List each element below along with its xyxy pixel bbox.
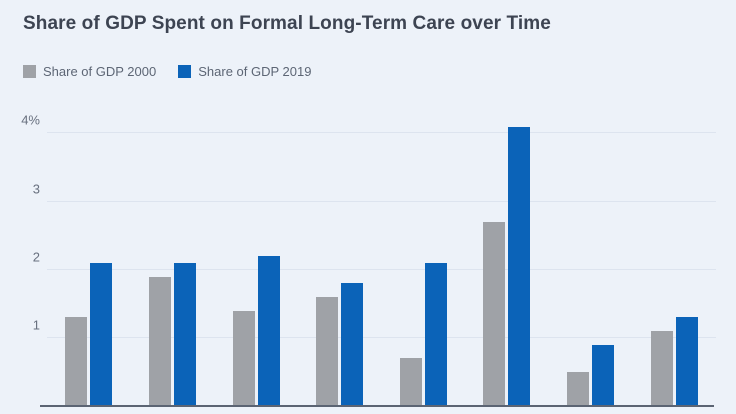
bar-group-2 [131,113,215,406]
bar-group-1 [47,113,131,406]
bar-group-4 [298,113,382,406]
legend-item-gdp-2019: Share of GDP 2019 [178,64,311,79]
bar-group-3 [214,113,298,406]
bar-series-2000-group1 [65,317,88,406]
x-axis-line [40,405,714,407]
gridline-3 [47,200,716,202]
bar-series-2019-group3 [257,256,280,406]
bar-series-2000-group4 [316,296,339,406]
y-tick-label-2: 2 [32,249,40,265]
y-tick-label-4: 4% [21,112,40,128]
bar-series-2019-group1 [90,262,113,406]
gridline-2 [47,268,716,270]
bar-series-2000-group5 [399,358,422,406]
bar-group-7 [549,113,633,406]
bar-series-2000-group6 [483,222,506,406]
bar-series-2000-group7 [567,371,590,406]
y-tick-label-1: 1 [32,317,40,333]
chart-legend: Share of GDP 2000 Share of GDP 2019 [23,64,311,79]
chart-title: Share of GDP Spent on Formal Long-Term C… [23,13,551,34]
bar-series-2019-group2 [173,262,196,406]
bar-series-2000-group8 [650,331,673,406]
legend-label-gdp-2000: Share of GDP 2000 [43,64,157,79]
bar-group-5 [382,113,466,406]
bar-series-2000-group2 [148,276,171,406]
bar-group-8 [632,113,716,406]
y-tick-label-3: 3 [32,181,40,197]
bar-series-2019-group5 [424,262,447,406]
gridline-4 [47,132,716,134]
bar-groups [47,113,716,406]
bar-group-6 [465,113,549,406]
legend-swatch-gdp-2000 [23,65,36,78]
bar-series-2019-group4 [341,283,364,406]
legend-label-gdp-2019: Share of GDP 2019 [198,64,312,79]
bar-series-2019-group8 [675,317,698,406]
bar-series-2000-group3 [232,310,255,406]
plot-area: 1 2 3 4% [21,113,716,407]
legend-swatch-gdp-2019 [178,65,192,78]
legend-item-gdp-2000: Share of GDP 2000 [23,64,156,79]
bar-series-2019-group6 [508,126,531,406]
bar-series-2019-group7 [592,344,615,406]
gridline-1 [47,336,716,338]
